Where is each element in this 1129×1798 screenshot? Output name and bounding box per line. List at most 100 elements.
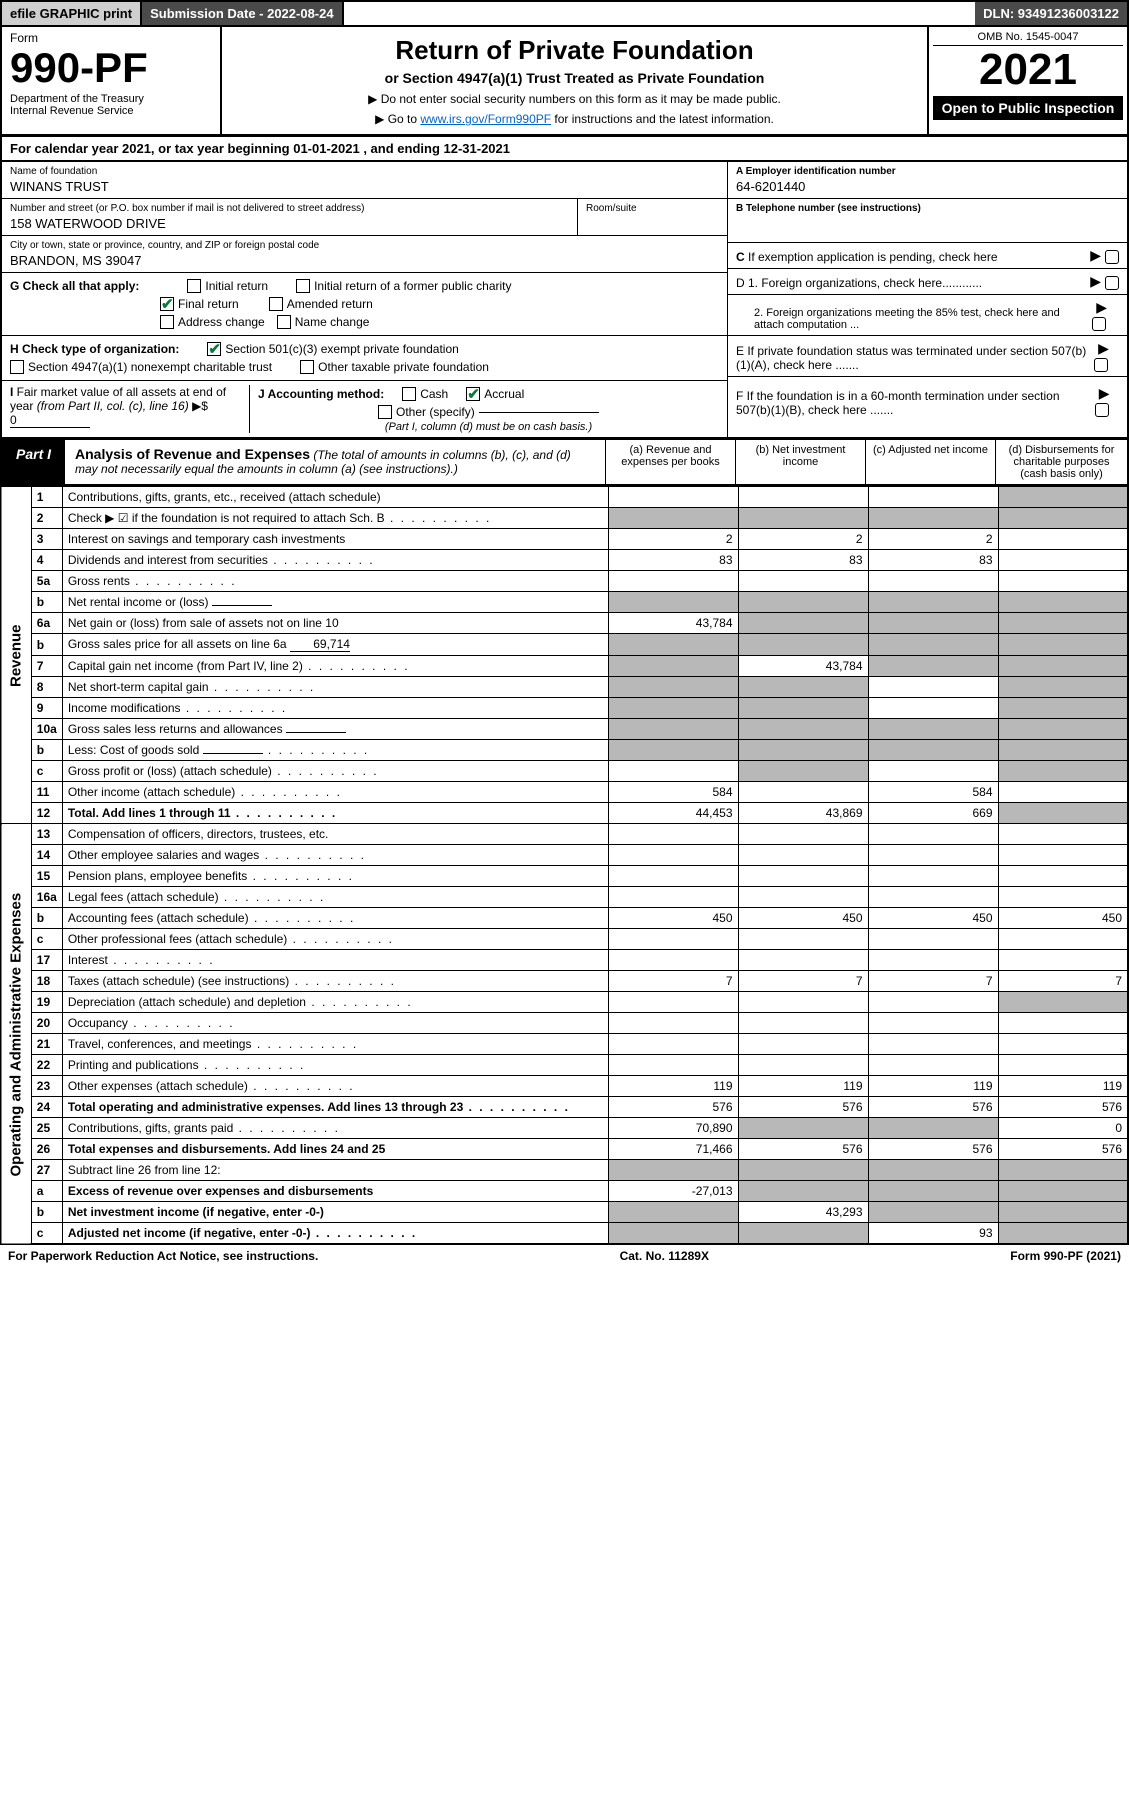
- amt-d: [998, 592, 1128, 613]
- 501c3-checkbox[interactable]: [207, 342, 221, 356]
- amt-d: [998, 950, 1128, 971]
- amt-b: [738, 613, 868, 634]
- amt-c: [868, 950, 998, 971]
- line-desc: Check ▶ ☑ if the foundation is not requi…: [62, 508, 608, 529]
- amt-a: [608, 677, 738, 698]
- amt-a: [608, 824, 738, 845]
- amt-d: 576: [998, 1139, 1128, 1160]
- amt-b: [738, 508, 868, 529]
- form-number: 990-PF: [10, 47, 212, 89]
- amt-c: [868, 508, 998, 529]
- page-footer: For Paperwork Reduction Act Notice, see …: [0, 1245, 1129, 1267]
- amt-b: [738, 1160, 868, 1181]
- amt-a: 450: [608, 908, 738, 929]
- line-number: 14: [31, 845, 62, 866]
- initial-public-checkbox[interactable]: [296, 279, 310, 293]
- amt-b: [738, 487, 868, 508]
- amt-d: [998, 571, 1128, 592]
- address-label: Number and street (or P.O. box number if…: [10, 203, 569, 214]
- e-label: E If private foundation status was termi…: [736, 344, 1094, 372]
- other-taxable-checkbox[interactable]: [300, 360, 314, 374]
- 4947-checkbox[interactable]: [10, 360, 24, 374]
- side-label: Revenue: [1, 487, 31, 824]
- amt-b: 450: [738, 908, 868, 929]
- f-label: F If the foundation is in a 60-month ter…: [736, 389, 1095, 417]
- line-number: 27: [31, 1160, 62, 1181]
- amt-a: 7: [608, 971, 738, 992]
- amt-c: [868, 1160, 998, 1181]
- amt-a: [608, 761, 738, 782]
- i-label: I Fair market value of all assets at end…: [10, 385, 226, 427]
- name-change-checkbox[interactable]: [277, 315, 291, 329]
- col-b: (b) Net investment income: [735, 440, 865, 484]
- amt-b: [738, 698, 868, 719]
- amt-c: 576: [868, 1139, 998, 1160]
- amt-a: [608, 571, 738, 592]
- line-number: 1: [31, 487, 62, 508]
- ijf-row: I Fair market value of all assets at end…: [0, 381, 1129, 438]
- amt-a: [608, 1034, 738, 1055]
- amt-a: [608, 1055, 738, 1076]
- c-checkbox[interactable]: [1105, 250, 1119, 264]
- amt-b: [738, 1055, 868, 1076]
- note-ssn: ▶ Do not enter social security numbers o…: [230, 92, 919, 106]
- final-return-checkbox[interactable]: [160, 297, 174, 311]
- line-number: 11: [31, 782, 62, 803]
- dept-treasury: Department of the TreasuryInternal Reven…: [10, 93, 212, 117]
- line-number: 7: [31, 656, 62, 677]
- amt-c: [868, 698, 998, 719]
- amt-b: [738, 782, 868, 803]
- d1-checkbox[interactable]: [1105, 276, 1119, 290]
- amt-d: [998, 929, 1128, 950]
- cash-checkbox[interactable]: [402, 387, 416, 401]
- line-number: 18: [31, 971, 62, 992]
- d1-label: D 1. Foreign organizations, check here..…: [736, 276, 982, 290]
- line-number: 20: [31, 1013, 62, 1034]
- amt-a: [608, 508, 738, 529]
- open-inspection: Open to Public Inspection: [933, 96, 1123, 120]
- col-a: (a) Revenue and expenses per books: [605, 440, 735, 484]
- amt-a: [608, 950, 738, 971]
- address-change-checkbox[interactable]: [160, 315, 174, 329]
- f-checkbox[interactable]: [1095, 403, 1109, 417]
- accrual-checkbox[interactable]: [466, 387, 480, 401]
- line-number: b: [31, 1202, 62, 1223]
- amt-b: 43,784: [738, 656, 868, 677]
- line-desc: Gross sales price for all assets on line…: [62, 634, 608, 656]
- d2-checkbox[interactable]: [1092, 317, 1106, 331]
- e-checkbox[interactable]: [1094, 358, 1108, 372]
- amt-a: 576: [608, 1097, 738, 1118]
- g-label: G Check all that apply:: [10, 279, 139, 293]
- line-desc: Printing and publications: [62, 1055, 608, 1076]
- amt-d: [998, 719, 1128, 740]
- amt-c: [868, 1034, 998, 1055]
- other-method-checkbox[interactable]: [378, 405, 392, 419]
- line-number: b: [31, 908, 62, 929]
- line-desc: Net gain or (loss) from sale of assets n…: [62, 613, 608, 634]
- form-label: Form: [10, 31, 212, 45]
- part1-tag: Part I: [2, 440, 65, 484]
- efile-tag[interactable]: efile GRAPHIC print: [2, 2, 142, 25]
- amt-a: [608, 1160, 738, 1181]
- line-number: 22: [31, 1055, 62, 1076]
- side-label: Operating and Administrative Expenses: [1, 824, 31, 1245]
- line-number: c: [31, 761, 62, 782]
- initial-return-checkbox[interactable]: [187, 279, 201, 293]
- amt-d: [998, 845, 1128, 866]
- amt-a: 44,453: [608, 803, 738, 824]
- amt-c: 669: [868, 803, 998, 824]
- instructions-link[interactable]: www.irs.gov/Form990PF: [420, 112, 551, 126]
- amt-c: [868, 592, 998, 613]
- revenue-expense-table: Revenue1Contributions, gifts, grants, et…: [0, 486, 1129, 1245]
- form-subtitle: or Section 4947(a)(1) Trust Treated as P…: [230, 70, 919, 86]
- amt-c: [868, 887, 998, 908]
- city: BRANDON, MS 39047: [10, 253, 719, 268]
- line-number: 26: [31, 1139, 62, 1160]
- amended-return-checkbox[interactable]: [269, 297, 283, 311]
- line-desc: Net short-term capital gain: [62, 677, 608, 698]
- amt-a: [608, 487, 738, 508]
- amt-d: [998, 1181, 1128, 1202]
- entity-info: Name of foundation WINANS TRUST Number a…: [0, 162, 1129, 381]
- amt-d: 0: [998, 1118, 1128, 1139]
- line-desc: Gross sales less returns and allowances: [62, 719, 608, 740]
